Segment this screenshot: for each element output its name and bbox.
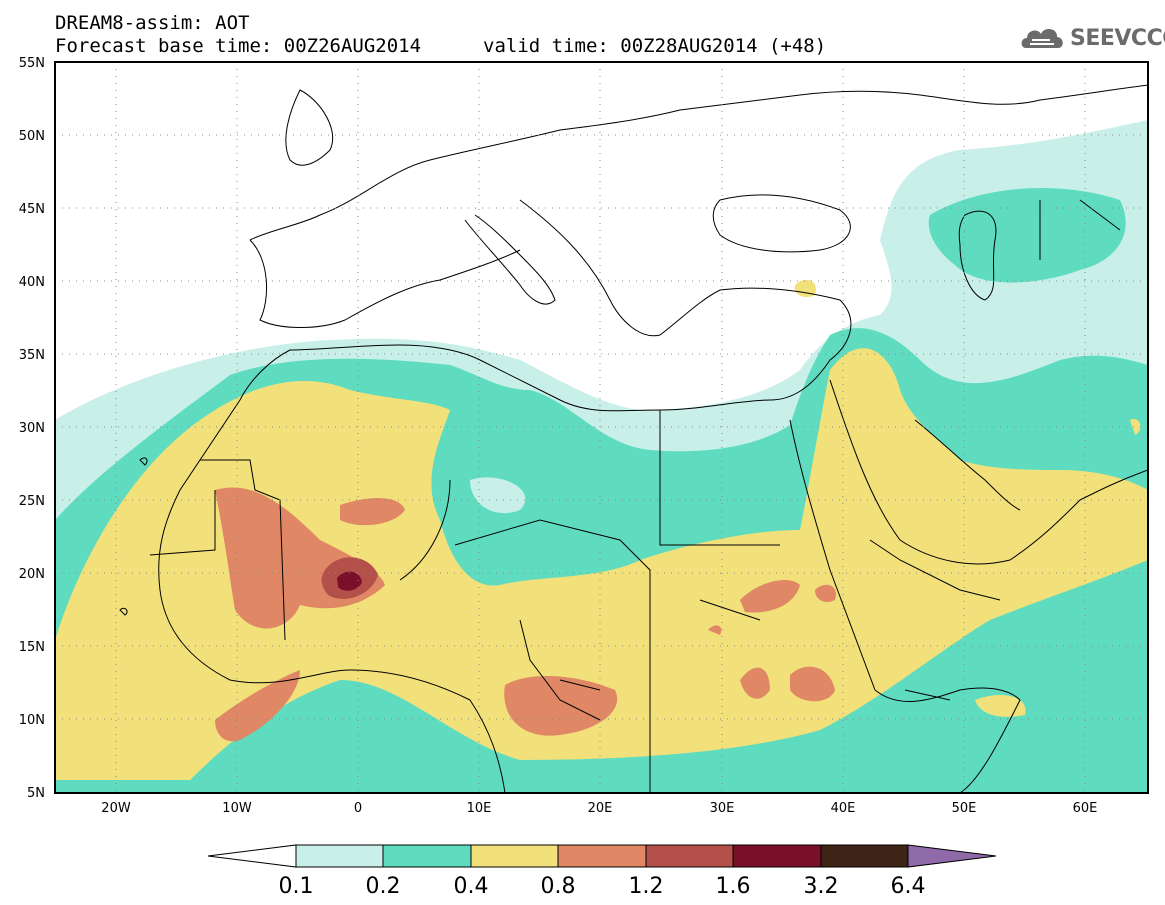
aot-gap <box>470 477 921 628</box>
lon-label: 10E <box>467 801 492 816</box>
colorbar-tick: 0.1 <box>279 874 314 899</box>
colorbar-labels: 0.1 0.2 0.4 0.8 1.2 1.6 3.2 6.4 <box>279 874 926 899</box>
lat-label: 40N <box>19 275 45 290</box>
lon-label: 60E <box>1073 801 1098 816</box>
colorbar <box>207 844 997 868</box>
lat-label: 50N <box>19 129 45 144</box>
lon-label: 0 <box>354 801 362 816</box>
seevccc-logo: SEEVCCC <box>1018 20 1165 56</box>
lat-label: 20N <box>19 567 45 582</box>
lon-labels: 20W 10W 0 10E 20E 30E 40E 50E 60E <box>101 801 1097 816</box>
colorbar-box <box>295 844 384 868</box>
lat-label: 55N <box>19 56 45 71</box>
colorbar-tick: 0.8 <box>541 874 576 899</box>
aot-band-0.8 <box>215 487 836 742</box>
gridlines <box>55 62 1148 793</box>
lon-label: 10W <box>222 801 252 816</box>
lon-label: 20W <box>101 801 131 816</box>
colorbar-tick: 1.6 <box>716 874 751 899</box>
lon-label: 30E <box>710 801 735 816</box>
lat-labels: 55N 50N 45N 40N 35N 30N 25N 20N 15N 10N … <box>19 56 45 801</box>
colorbar-box <box>557 844 647 868</box>
lat-label: 45N <box>19 202 45 217</box>
map-frame <box>54 61 1149 794</box>
map-title: DREAM8-assim: AOT <box>55 12 250 34</box>
colorbar-low-arrow <box>207 844 297 868</box>
lon-label: 50E <box>952 801 977 816</box>
lat-label: 25N <box>19 494 45 509</box>
lat-label: 15N <box>19 640 45 655</box>
aot-band-0.4 <box>55 348 1148 780</box>
lon-label: 40E <box>831 801 856 816</box>
colorbar-tick: 0.4 <box>454 874 489 899</box>
lat-label: 35N <box>19 348 45 363</box>
lat-label: 30N <box>19 421 45 436</box>
base-time-label: Forecast base time: 00Z26AUG2014 <box>55 35 422 57</box>
aot-field <box>55 120 1148 793</box>
colorbar-box <box>470 844 559 868</box>
coastlines <box>119 84 1148 793</box>
colorbar-tick: 6.4 <box>891 874 926 899</box>
colorbar-high-arrow <box>907 844 997 868</box>
colorbar-tick: 3.2 <box>804 874 839 899</box>
colorbar-box <box>382 844 472 868</box>
colorbar-tick: 0.2 <box>366 874 401 899</box>
colorbar-box <box>645 844 734 868</box>
lat-label: 10N <box>19 713 45 728</box>
lon-label: 20E <box>588 801 613 816</box>
lat-label: 5N <box>27 786 45 801</box>
colorbar-tick: 1.2 <box>629 874 664 899</box>
colorbar-box <box>732 844 822 868</box>
aot-band-1.6 <box>337 571 362 591</box>
logo-text: SEEVCCC <box>1070 26 1165 51</box>
cloud-icon <box>1021 28 1063 48</box>
colorbar-box <box>820 844 909 868</box>
valid-time-label: valid time: 00Z28AUG2014 (+48) <box>483 35 827 57</box>
